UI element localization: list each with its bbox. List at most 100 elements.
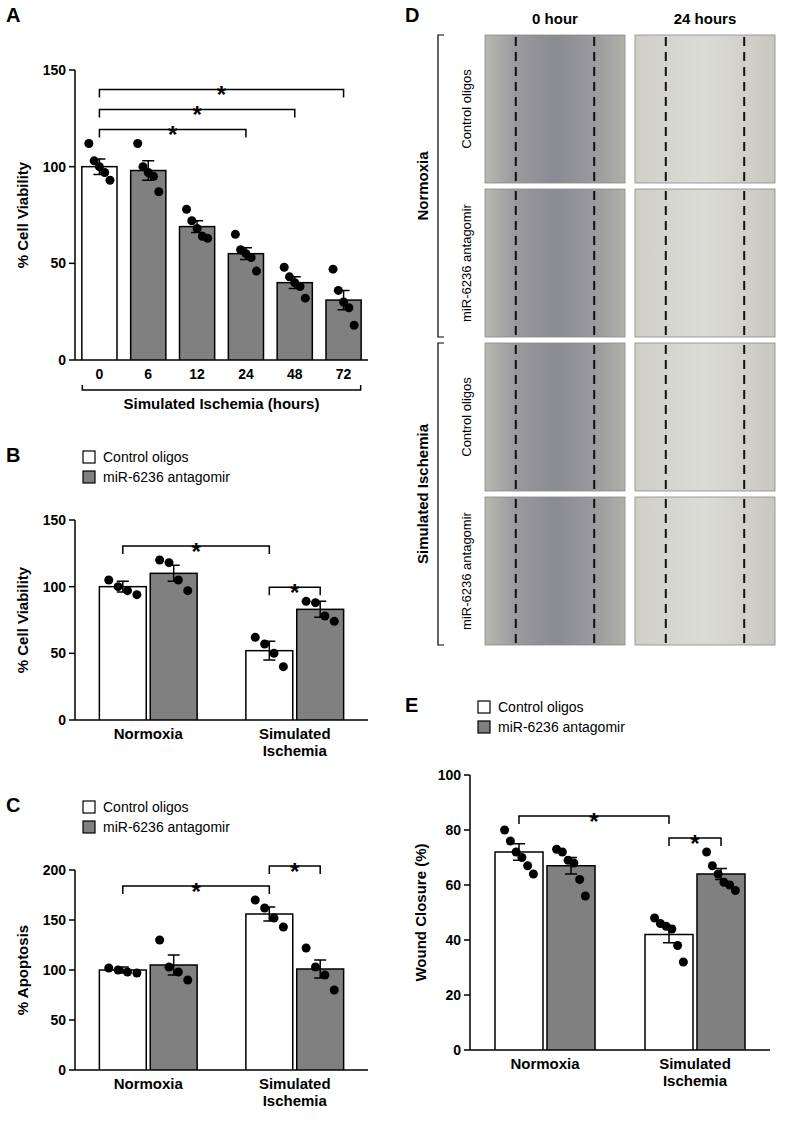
data-point [247, 253, 256, 262]
significance-label: * [290, 858, 300, 885]
bar [547, 866, 595, 1050]
x-tick-label: Normoxia [510, 1055, 580, 1072]
significance-label: * [192, 101, 202, 128]
data-point [679, 958, 688, 967]
y-tick [69, 969, 75, 971]
y-tick [69, 586, 75, 588]
legend-label: Control oligos [103, 799, 189, 815]
x-axis-title: Simulated Ischemia (hours) [124, 395, 320, 412]
bar [228, 254, 263, 360]
data-point [252, 267, 261, 276]
bar [697, 874, 745, 1050]
data-point [104, 964, 113, 973]
legend-swatch [478, 721, 490, 733]
y-tick-label: 50 [50, 255, 66, 271]
data-point [350, 321, 359, 330]
data-point [506, 837, 515, 846]
y-tick [464, 774, 470, 776]
data-point [329, 265, 338, 274]
label-line: Simulated [659, 1055, 731, 1072]
significance-label: * [290, 579, 300, 606]
column-header: 0 hour [532, 10, 578, 27]
data-point [251, 633, 260, 642]
y-tick [69, 263, 75, 265]
y-tick [464, 829, 470, 831]
y-tick-label: 0 [58, 352, 66, 368]
legend-label: miR-6236 antagomir [498, 719, 625, 735]
data-point [280, 263, 289, 272]
data-point [100, 168, 109, 177]
data-point [311, 598, 320, 607]
panel-letter: A [6, 4, 20, 26]
data-point [667, 925, 676, 934]
data-point [569, 859, 578, 868]
x-tick-label: 6 [144, 366, 152, 382]
wound-edge [743, 191, 745, 335]
y-tick [69, 519, 75, 521]
x-bracket [82, 385, 360, 390]
wound-edge [515, 191, 517, 335]
data-point [269, 649, 278, 658]
data-point [149, 172, 158, 181]
wound-edge [593, 345, 595, 489]
bar [150, 965, 197, 1070]
data-point [105, 176, 114, 185]
y-tick [464, 1049, 470, 1051]
bar [297, 609, 344, 720]
significance-label: * [191, 538, 201, 565]
significance-label: * [589, 808, 599, 835]
y-tick-label: 0 [58, 1062, 66, 1078]
data-point [84, 139, 93, 148]
data-point [517, 853, 526, 862]
data-point [296, 282, 305, 291]
y-axis-title: % Cell Viability [14, 161, 31, 268]
x-tick-label: Normoxia [114, 1075, 184, 1092]
marks [99, 556, 343, 721]
panel-2: C050100150200% ApoptosisNormoxiaSimulate… [6, 794, 368, 1109]
panel-1: B050100150% Cell ViabilityNormoxiaSimula… [6, 444, 368, 759]
y-tick [464, 939, 470, 941]
data-point [500, 826, 509, 835]
y-tick [69, 653, 75, 655]
wound-edge [665, 191, 667, 335]
micrograph [485, 343, 625, 491]
y-axis [74, 520, 76, 720]
y-tick-label: 100 [438, 767, 462, 783]
data-point [165, 963, 174, 972]
y-tick-label: 100 [43, 159, 67, 175]
data-point [114, 582, 123, 591]
data-point [187, 216, 196, 225]
bar [297, 969, 344, 1070]
y-tick [464, 994, 470, 996]
y-tick-label: 60 [445, 877, 461, 893]
row-label: miR-6236 antagomir [459, 511, 474, 629]
data-point [575, 875, 584, 884]
data-point [279, 923, 288, 932]
data-point [279, 662, 288, 671]
label-line: Ischemia [263, 1092, 328, 1109]
bar [82, 167, 117, 360]
data-point [673, 941, 682, 950]
y-tick [69, 919, 75, 921]
wound-edge [515, 345, 517, 489]
data-point [155, 556, 164, 565]
data-point [330, 986, 339, 995]
x-tick-label: 0 [96, 366, 104, 382]
data-point [154, 187, 163, 196]
legend-swatch [478, 701, 490, 713]
wound-edge [515, 37, 517, 181]
wound-edge [743, 499, 745, 643]
data-point [260, 640, 269, 649]
row-label: Control oligos [459, 69, 474, 149]
y-tick-label: 200 [43, 862, 67, 878]
data-point [251, 896, 260, 905]
wound-edge [665, 499, 667, 643]
data-point [714, 870, 723, 879]
y-tick [69, 1069, 75, 1071]
x-tick-label: 24 [238, 366, 254, 382]
y-axis [469, 775, 471, 1050]
data-point [174, 576, 183, 585]
data-point [344, 303, 353, 312]
x-tick-label: Normoxia [114, 725, 184, 742]
legend-swatch [83, 451, 95, 463]
